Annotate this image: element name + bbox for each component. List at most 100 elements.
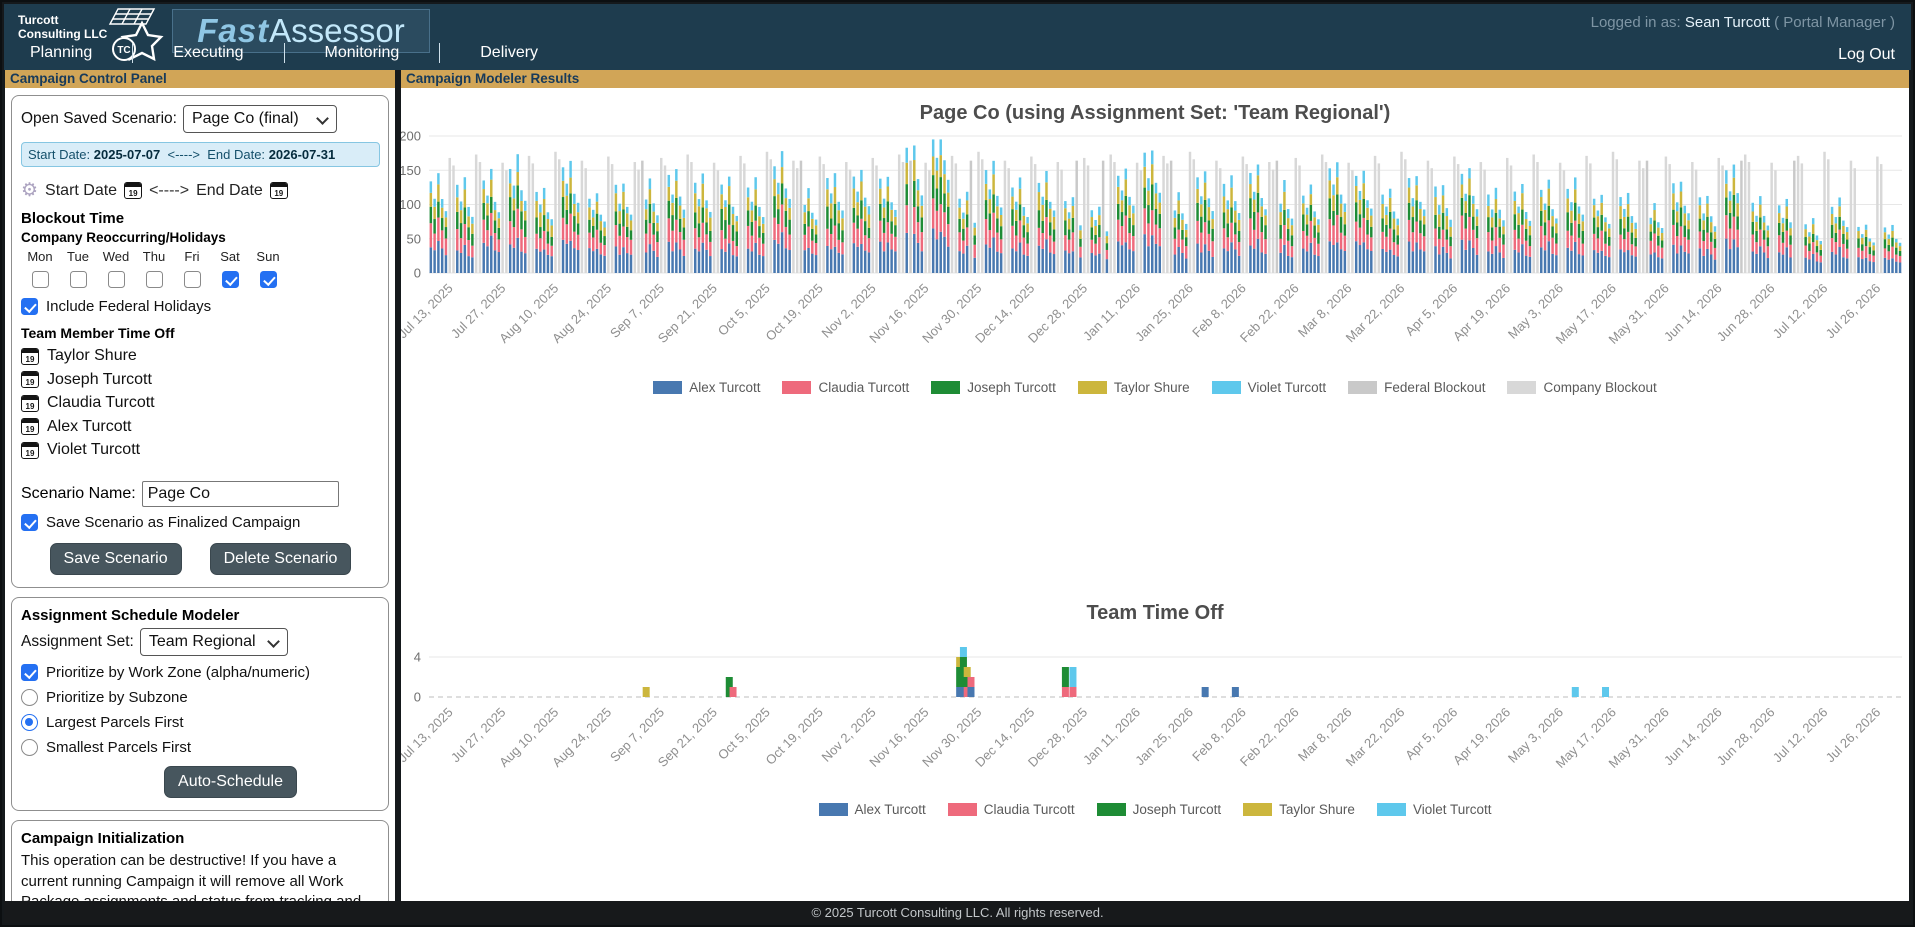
svg-text:50: 50 (407, 231, 421, 246)
include-federal-holidays-checkbox[interactable] (21, 298, 38, 315)
summary-end-value: 2026-07-31 (268, 147, 336, 162)
save-scenario-button[interactable]: Save Scenario (49, 543, 182, 575)
option-label: Prioritize by Subzone (46, 689, 188, 706)
legend-swatch (931, 381, 961, 394)
member-calendar-icon[interactable]: 19 (21, 371, 39, 388)
weekday-checkbox-sat[interactable] (221, 271, 239, 288)
team-member-list: 19 Taylor Shure 19 Joseph Turcott 19 Claudia … (21, 347, 380, 459)
nav-separator (132, 43, 134, 63)
legend-swatch (1077, 381, 1107, 394)
campaign-init-box: Campaign Initialization This operation c… (11, 820, 389, 905)
weekday-label: Sun (256, 249, 280, 264)
results-panel-header: Campaign Modeler Results (401, 70, 1909, 88)
legend-swatch (782, 381, 812, 394)
member-calendar-icon[interactable]: 19 (21, 347, 39, 365)
legend-item[interactable]: Federal Blockout (1348, 380, 1485, 395)
option-checkbox[interactable] (21, 664, 38, 681)
logout-link[interactable]: Log Out (1838, 46, 1895, 63)
legend-item[interactable]: Taylor Shure (1243, 802, 1355, 817)
legend-label: Claudia Turcott (818, 380, 910, 395)
legend-item[interactable]: Alex Turcott (653, 380, 760, 395)
legend-item[interactable]: Joseph Turcott (931, 380, 1056, 395)
open-scenario-select[interactable]: Page Co (final) (182, 105, 337, 133)
team-member-name: Violet Turcott (47, 441, 141, 458)
weekday-checkbox-fri[interactable] (183, 271, 201, 288)
team-member-row: 19 Claudia Turcott (21, 394, 380, 412)
nav-item-monitoring[interactable]: Monitoring (324, 44, 400, 61)
scenario-box: Open Saved Scenario: Page Co (final) Sta… (11, 95, 389, 588)
date-range-summary: Start Date: 2025-07-07 <----> End Date: … (21, 142, 380, 167)
delete-scenario-button[interactable]: Delete Scenario (209, 543, 352, 575)
campaign-modeler-results: Page Co (using Assignment Set: 'Team Reg… (401, 88, 1909, 905)
scenario-name-input[interactable] (141, 481, 339, 507)
assignment-set-label: Assignment Set: (21, 633, 134, 650)
weekday-checkbox-tue[interactable] (69, 271, 87, 288)
assignment-modeler-box: Assignment Schedule Modeler Assignment S… (11, 597, 389, 811)
logo-badge: TC (117, 45, 130, 56)
legend-swatch (1348, 381, 1378, 394)
start-date-calendar-icon[interactable]: 19 (124, 182, 143, 199)
weekday-label: Fri (184, 249, 200, 264)
legend-item[interactable]: Company Blockout (1507, 380, 1657, 395)
legend-swatch (1376, 803, 1406, 816)
app-footer: © 2025 Turcott Consulting LLC. All right… (4, 901, 1911, 923)
legend-swatch (1507, 381, 1537, 394)
legend-item[interactable]: Claudia Turcott (782, 380, 909, 395)
legend-label: Taylor Shure (1113, 380, 1190, 395)
weekday-checkbox-thu[interactable] (145, 271, 163, 288)
legend-item[interactable]: Taylor Shure (1077, 380, 1190, 395)
app-wordmark: Fast Assessor (172, 9, 430, 53)
wordmark-assessor: Assessor (269, 12, 405, 49)
legend-label: Claudia Turcott (983, 802, 1075, 817)
chart2-legend: Alex Turcott Claudia Turcott Joseph Turcot… (401, 802, 1909, 817)
svg-text:Oct 5, 2025: Oct 5, 2025 (715, 705, 773, 763)
svg-text:Jul 26, 2026: Jul 26, 2026 (1823, 705, 1884, 766)
weekday-checkbox-mon[interactable] (31, 271, 49, 288)
option-radio[interactable] (21, 689, 38, 706)
member-calendar-icon[interactable]: 19 (21, 418, 39, 435)
legend-label: Joseph Turcott (1132, 802, 1222, 817)
company-name-line2: Consulting LLC (18, 26, 108, 41)
assignment-set-select[interactable]: Team Regional (139, 628, 288, 656)
campaign-init-warning: This operation can be destructive! If yo… (21, 852, 362, 905)
member-calendar-icon[interactable]: 19 (21, 394, 39, 412)
legend-item[interactable]: Violet Turcott (1376, 802, 1491, 817)
weekday-checkbox-sun[interactable] (259, 271, 277, 288)
member-calendar-icon[interactable]: 19 (21, 441, 39, 459)
option-label: Prioritize by Work Zone (alpha/numeric) (46, 664, 310, 681)
team-member-name: Alex Turcott (47, 417, 132, 435)
legend-item[interactable]: Alex Turcott (818, 802, 926, 817)
legend-item[interactable]: Joseph Turcott (1096, 802, 1222, 817)
option-radio[interactable] (21, 739, 38, 756)
chart1-legend: Alex Turcott Claudia Turcott Joseph Turcot… (401, 380, 1909, 395)
end-date-calendar-icon[interactable]: 19 (269, 182, 288, 199)
team-member-row: 19 Alex Turcott (21, 418, 380, 436)
weekday-checkbox-wed[interactable] (107, 271, 125, 288)
team-member-row: 19 Taylor Shure (21, 347, 380, 365)
nav-item-executing[interactable]: Executing (173, 44, 244, 61)
legend-swatch (1243, 803, 1273, 816)
legend-label: Joseph Turcott (967, 380, 1056, 395)
logged-in-prefix: Logged in as: (1590, 14, 1681, 31)
legend-item[interactable]: Violet Turcott (1211, 380, 1326, 395)
chart2-title: Team Time Off (1086, 602, 1224, 624)
nav-item-delivery[interactable]: Delivery (480, 44, 539, 61)
gear-icon[interactable]: ⚙ (21, 180, 39, 201)
svg-text:Jul 12, 2026: Jul 12, 2026 (1770, 705, 1831, 766)
summary-start-label: Start Date: (28, 147, 91, 162)
option-label: Smallest Parcels First (46, 739, 192, 756)
nav-item-planning[interactable]: Planning (30, 44, 93, 61)
summary-end-label: End Date: (207, 147, 266, 162)
option-radio[interactable] (21, 714, 38, 731)
finalize-campaign-checkbox[interactable] (21, 514, 38, 531)
legend-label: Company Blockout (1543, 380, 1657, 395)
assignment-set-value: Team Regional (148, 633, 256, 650)
auto-schedule-button[interactable]: Auto-Schedule (164, 766, 297, 798)
copyright-text: © 2025 Turcott Consulting LLC. All right… (811, 904, 1104, 920)
team-member-name: Joseph Turcott (47, 370, 152, 388)
legend-item[interactable]: Claudia Turcott (947, 802, 1075, 817)
legend-label: Federal Blockout (1384, 380, 1486, 395)
include-federal-holidays-label: Include Federal Holidays (46, 298, 212, 315)
svg-text:Apr 19, 2026: Apr 19, 2026 (1450, 705, 1513, 768)
